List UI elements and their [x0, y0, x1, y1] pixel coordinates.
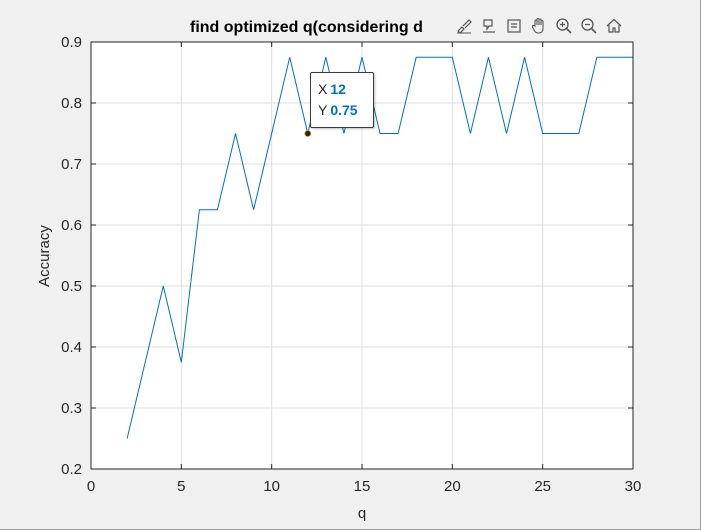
x-axis-label: q: [358, 505, 366, 522]
data-point[interactable]: [468, 131, 473, 136]
y-axis: 0.2 0.3 0.4 0.5 0.6 0.7 0.8 0.9: [61, 34, 633, 478]
chart-title: find optimized q(considering d: [190, 19, 423, 36]
x-tick-label: 25: [534, 478, 551, 495]
data-point[interactable]: [540, 131, 545, 136]
data-point[interactable]: [450, 55, 455, 60]
data-point[interactable]: [522, 55, 527, 60]
y-tick-label: 0.6: [61, 217, 82, 234]
x-axis: 0 5 10 15 20 25 30: [87, 42, 642, 495]
y-tick-label: 0.7: [61, 156, 82, 173]
y-tick-label: 0.9: [61, 34, 82, 51]
data-point[interactable]: [161, 284, 166, 289]
data-point[interactable]: [143, 360, 148, 365]
data-point[interactable]: [233, 131, 238, 136]
zoom-in-icon[interactable]: [552, 14, 575, 38]
data-tip[interactable]: X 12 Y 0.75: [310, 72, 374, 128]
data-point[interactable]: [125, 436, 130, 441]
accuracy-series-line: [126, 56, 633, 439]
data-point[interactable]: [197, 207, 202, 212]
x-tick-label: 0: [87, 478, 95, 495]
data-tip-y-row: Y 0.75: [318, 100, 373, 121]
home-icon[interactable]: [602, 14, 625, 38]
pan-icon[interactable]: [527, 14, 550, 38]
data-tip-marker[interactable]: [304, 130, 312, 137]
data-point[interactable]: [396, 131, 401, 136]
data-point[interactable]: [287, 55, 292, 60]
data-point[interactable]: [360, 55, 365, 60]
data-tip-y-value: 0.75: [330, 102, 358, 118]
y-tick-label: 0.8: [61, 95, 82, 112]
x-tick-label: 10: [263, 478, 280, 495]
data-point[interactable]: [378, 131, 383, 136]
y-tick-label: 0.3: [61, 400, 82, 417]
data-tip-x-label: X: [318, 81, 328, 97]
y-tick-label: 0.4: [61, 339, 82, 356]
y-axis-label: Accuracy: [36, 225, 53, 287]
y-tick-label: 0.2: [61, 461, 82, 478]
zoom-out-icon[interactable]: [577, 14, 600, 38]
data-point[interactable]: [215, 207, 220, 212]
data-point[interactable]: [269, 131, 274, 136]
x-tick-label: 15: [354, 478, 371, 495]
axes-toolbar: [452, 13, 625, 39]
data-point[interactable]: [504, 131, 509, 136]
data-tip-x-value: 12: [330, 81, 346, 97]
brush-icon[interactable]: [452, 14, 475, 38]
x-tick-label: 5: [177, 478, 185, 495]
data-point[interactable]: [432, 55, 437, 60]
x-tick-label: 20: [444, 478, 461, 495]
data-point[interactable]: [179, 360, 184, 365]
data-point[interactable]: [486, 55, 491, 60]
data-point[interactable]: [251, 207, 256, 212]
y-tick-label: 0.5: [61, 278, 82, 295]
series-group: [125, 55, 633, 441]
data-point[interactable]: [594, 55, 599, 60]
rotate-icon[interactable]: [502, 14, 525, 38]
data-point[interactable]: [323, 55, 328, 60]
data-point[interactable]: [612, 55, 617, 60]
data-point[interactable]: [558, 131, 563, 136]
data-tip-x-row: X 12: [318, 79, 373, 100]
data-point[interactable]: [341, 131, 346, 136]
data-tip-y-label: Y: [318, 102, 328, 118]
data-tips-icon[interactable]: [477, 14, 500, 38]
data-point[interactable]: [576, 131, 581, 136]
data-point[interactable]: [414, 55, 419, 60]
x-tick-label: 30: [625, 478, 642, 495]
